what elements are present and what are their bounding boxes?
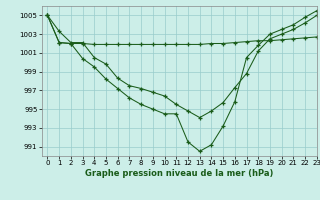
X-axis label: Graphe pression niveau de la mer (hPa): Graphe pression niveau de la mer (hPa)	[85, 169, 273, 178]
